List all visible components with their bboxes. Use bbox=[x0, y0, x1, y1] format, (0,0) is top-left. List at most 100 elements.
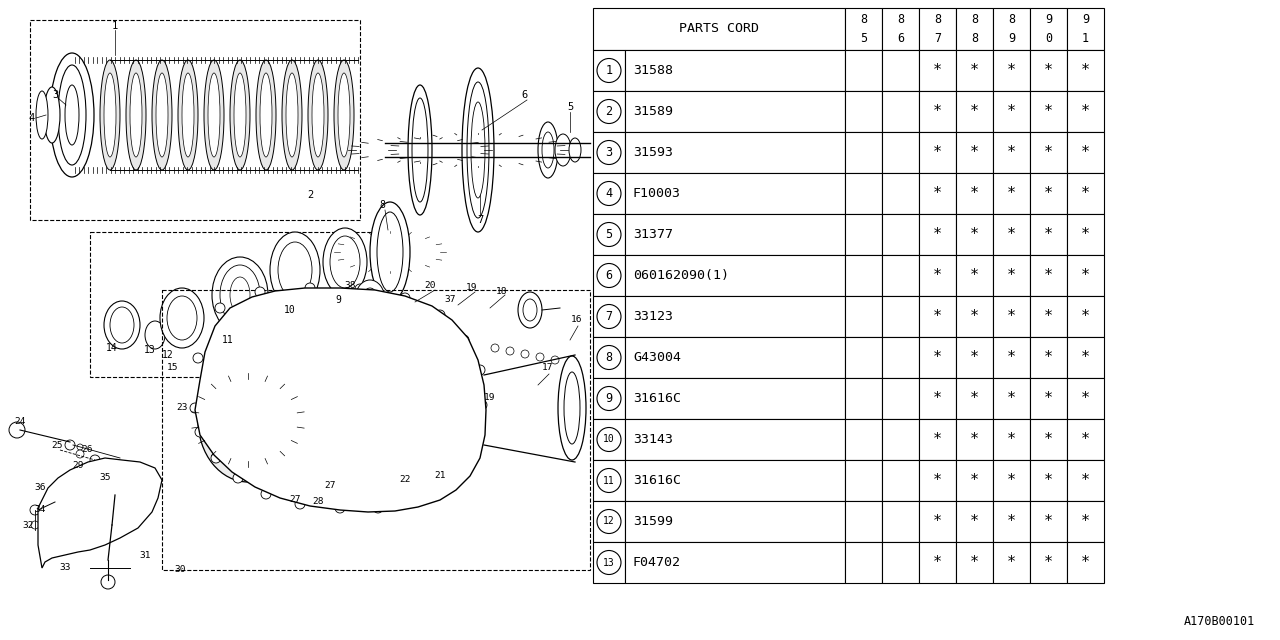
Bar bbox=[919, 91, 956, 132]
Text: 6: 6 bbox=[605, 269, 613, 282]
Bar bbox=[593, 378, 625, 419]
Text: 30: 30 bbox=[174, 566, 186, 575]
Ellipse shape bbox=[204, 60, 224, 170]
Ellipse shape bbox=[399, 293, 410, 303]
Circle shape bbox=[596, 550, 621, 575]
Ellipse shape bbox=[182, 73, 195, 157]
Text: G43004: G43004 bbox=[634, 351, 681, 364]
Text: *: * bbox=[1007, 432, 1016, 447]
Ellipse shape bbox=[220, 265, 260, 325]
Text: 20: 20 bbox=[424, 280, 435, 289]
Text: 8: 8 bbox=[860, 13, 867, 26]
Ellipse shape bbox=[36, 91, 49, 139]
Bar bbox=[593, 8, 845, 50]
Text: 9: 9 bbox=[605, 392, 613, 405]
Bar bbox=[882, 501, 919, 542]
Text: *: * bbox=[1044, 555, 1053, 570]
Text: *: * bbox=[970, 309, 979, 324]
Bar bbox=[919, 214, 956, 255]
Text: *: * bbox=[1007, 350, 1016, 365]
Ellipse shape bbox=[462, 68, 494, 232]
Bar bbox=[956, 296, 993, 337]
Text: 24: 24 bbox=[14, 417, 26, 426]
Ellipse shape bbox=[506, 347, 515, 355]
Ellipse shape bbox=[294, 499, 305, 509]
Ellipse shape bbox=[227, 390, 270, 450]
Ellipse shape bbox=[90, 455, 100, 465]
Ellipse shape bbox=[270, 232, 320, 308]
Text: *: * bbox=[1080, 555, 1091, 570]
Text: 27: 27 bbox=[289, 495, 301, 504]
Bar bbox=[593, 542, 625, 583]
Bar bbox=[625, 337, 845, 378]
Bar bbox=[956, 542, 993, 583]
Bar bbox=[1068, 378, 1103, 419]
Bar bbox=[1068, 8, 1103, 50]
Bar bbox=[1030, 132, 1068, 173]
Ellipse shape bbox=[524, 299, 538, 321]
Text: 5: 5 bbox=[860, 32, 867, 45]
Bar bbox=[882, 91, 919, 132]
Ellipse shape bbox=[305, 283, 315, 293]
Text: *: * bbox=[1044, 350, 1053, 365]
Bar bbox=[593, 214, 625, 255]
Polygon shape bbox=[38, 458, 163, 568]
Bar bbox=[1030, 214, 1068, 255]
Ellipse shape bbox=[233, 473, 243, 483]
Ellipse shape bbox=[330, 236, 360, 288]
Text: 3: 3 bbox=[52, 90, 58, 100]
Text: *: * bbox=[1007, 268, 1016, 283]
Bar bbox=[625, 132, 845, 173]
Bar bbox=[1068, 419, 1103, 460]
Bar bbox=[919, 50, 956, 91]
Ellipse shape bbox=[58, 65, 86, 165]
Bar bbox=[1030, 337, 1068, 378]
Ellipse shape bbox=[104, 301, 140, 349]
Text: 9: 9 bbox=[1082, 13, 1089, 26]
Text: 7: 7 bbox=[934, 32, 941, 45]
Text: *: * bbox=[1007, 104, 1016, 119]
Ellipse shape bbox=[76, 450, 84, 458]
Bar bbox=[882, 296, 919, 337]
Ellipse shape bbox=[29, 505, 40, 515]
Text: 15: 15 bbox=[168, 364, 179, 372]
Text: 10: 10 bbox=[284, 305, 296, 315]
Text: 9: 9 bbox=[1007, 32, 1015, 45]
Ellipse shape bbox=[408, 85, 433, 215]
Ellipse shape bbox=[355, 284, 365, 294]
Ellipse shape bbox=[308, 60, 328, 170]
Ellipse shape bbox=[460, 335, 468, 345]
Bar bbox=[1068, 337, 1103, 378]
Text: *: * bbox=[1044, 473, 1053, 488]
Bar bbox=[593, 460, 625, 501]
Bar bbox=[1068, 542, 1103, 583]
Bar bbox=[1030, 378, 1068, 419]
Ellipse shape bbox=[104, 73, 116, 157]
Ellipse shape bbox=[211, 453, 221, 463]
Text: 13: 13 bbox=[603, 557, 614, 568]
Text: 2: 2 bbox=[307, 190, 314, 200]
Text: 5: 5 bbox=[567, 102, 573, 112]
Text: *: * bbox=[1044, 104, 1053, 119]
Bar bbox=[625, 460, 845, 501]
Text: *: * bbox=[1080, 145, 1091, 160]
Ellipse shape bbox=[541, 132, 554, 168]
Ellipse shape bbox=[378, 212, 403, 292]
Ellipse shape bbox=[166, 296, 197, 340]
Ellipse shape bbox=[362, 288, 378, 312]
Text: *: * bbox=[1007, 309, 1016, 324]
Text: 10: 10 bbox=[603, 435, 614, 445]
Bar bbox=[845, 337, 882, 378]
Circle shape bbox=[596, 223, 621, 246]
Bar bbox=[593, 132, 625, 173]
Bar bbox=[919, 378, 956, 419]
Bar bbox=[993, 378, 1030, 419]
Text: *: * bbox=[1007, 227, 1016, 242]
Bar bbox=[919, 542, 956, 583]
Ellipse shape bbox=[65, 440, 76, 450]
Ellipse shape bbox=[492, 344, 499, 352]
Circle shape bbox=[596, 99, 621, 124]
Text: *: * bbox=[933, 514, 942, 529]
Bar bbox=[882, 378, 919, 419]
Text: 4: 4 bbox=[605, 187, 613, 200]
